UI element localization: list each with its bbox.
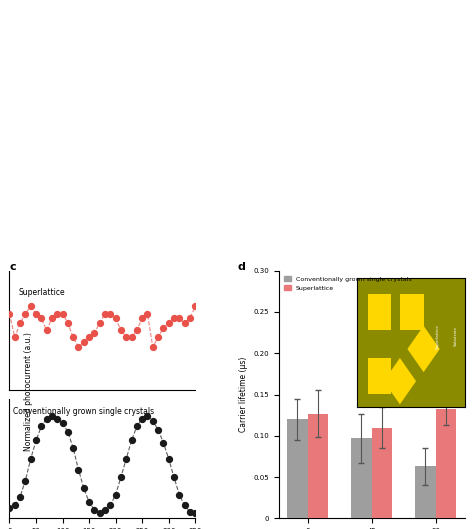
Point bbox=[165, 319, 173, 327]
Point bbox=[107, 501, 114, 509]
Point bbox=[16, 319, 24, 327]
Point bbox=[133, 326, 141, 334]
Point bbox=[54, 415, 61, 423]
Point bbox=[149, 343, 156, 351]
Text: Normalized photocurrent (a.u.): Normalized photocurrent (a.u.) bbox=[24, 332, 33, 451]
Point bbox=[37, 314, 45, 323]
Point bbox=[117, 473, 125, 481]
Y-axis label: Carrier lifetime (μs): Carrier lifetime (μs) bbox=[239, 357, 248, 432]
Point bbox=[191, 302, 199, 311]
Point bbox=[112, 314, 119, 323]
Point bbox=[170, 314, 178, 323]
Point bbox=[112, 490, 119, 499]
Text: d: d bbox=[237, 262, 245, 272]
Point bbox=[75, 466, 82, 474]
Text: c: c bbox=[9, 262, 16, 272]
Point bbox=[64, 427, 72, 436]
Point bbox=[6, 504, 13, 512]
Point bbox=[85, 498, 93, 506]
Point bbox=[175, 314, 183, 323]
Point bbox=[32, 309, 40, 318]
Point bbox=[80, 484, 88, 492]
Point bbox=[170, 473, 178, 481]
Point bbox=[160, 439, 167, 447]
Point bbox=[107, 309, 114, 318]
Point bbox=[133, 422, 141, 431]
Point bbox=[22, 309, 29, 318]
Point bbox=[75, 343, 82, 351]
Legend: Conventionally grown single crystals, Superlattice: Conventionally grown single crystals, Su… bbox=[282, 274, 414, 293]
Bar bbox=[287, 419, 308, 518]
Point bbox=[43, 326, 50, 334]
Point bbox=[191, 509, 199, 517]
Point bbox=[69, 333, 77, 342]
Point bbox=[138, 415, 146, 423]
Point bbox=[149, 417, 156, 425]
Point bbox=[175, 490, 183, 499]
Point bbox=[96, 509, 103, 517]
Point bbox=[138, 314, 146, 323]
Point bbox=[59, 309, 66, 318]
Point bbox=[54, 309, 61, 318]
Point bbox=[128, 333, 135, 342]
Point bbox=[27, 302, 35, 311]
Point bbox=[37, 422, 45, 431]
Point bbox=[32, 436, 40, 445]
Point bbox=[154, 425, 162, 434]
Point bbox=[48, 314, 56, 323]
Point bbox=[117, 326, 125, 334]
Point bbox=[11, 333, 18, 342]
Point bbox=[69, 444, 77, 452]
Point bbox=[186, 508, 194, 516]
Point bbox=[165, 454, 173, 463]
Point bbox=[91, 506, 98, 514]
Text: Conventionally grown single crystals: Conventionally grown single crystals bbox=[13, 407, 155, 416]
Point bbox=[101, 309, 109, 318]
Point bbox=[80, 338, 88, 346]
Bar bbox=[308, 414, 328, 518]
Point bbox=[11, 501, 18, 509]
Point bbox=[85, 333, 93, 342]
Point bbox=[22, 476, 29, 485]
Point bbox=[122, 333, 130, 342]
Bar bbox=[436, 408, 456, 518]
Point bbox=[64, 319, 72, 327]
Point bbox=[48, 412, 56, 420]
Bar bbox=[415, 467, 436, 518]
Point bbox=[59, 419, 66, 427]
Point bbox=[96, 319, 103, 327]
Point bbox=[144, 412, 151, 420]
Bar bbox=[372, 427, 392, 518]
Point bbox=[128, 436, 135, 445]
Point bbox=[160, 324, 167, 332]
Point bbox=[186, 314, 194, 323]
Point bbox=[91, 329, 98, 337]
Point bbox=[122, 454, 130, 463]
Point bbox=[181, 319, 188, 327]
Point bbox=[27, 454, 35, 463]
Bar bbox=[351, 439, 372, 518]
Point bbox=[154, 333, 162, 342]
Point bbox=[43, 415, 50, 423]
Text: Superlattice: Superlattice bbox=[19, 288, 65, 297]
Point bbox=[181, 501, 188, 509]
Point bbox=[16, 492, 24, 501]
Point bbox=[6, 309, 13, 318]
Point bbox=[101, 506, 109, 514]
Point bbox=[144, 309, 151, 318]
